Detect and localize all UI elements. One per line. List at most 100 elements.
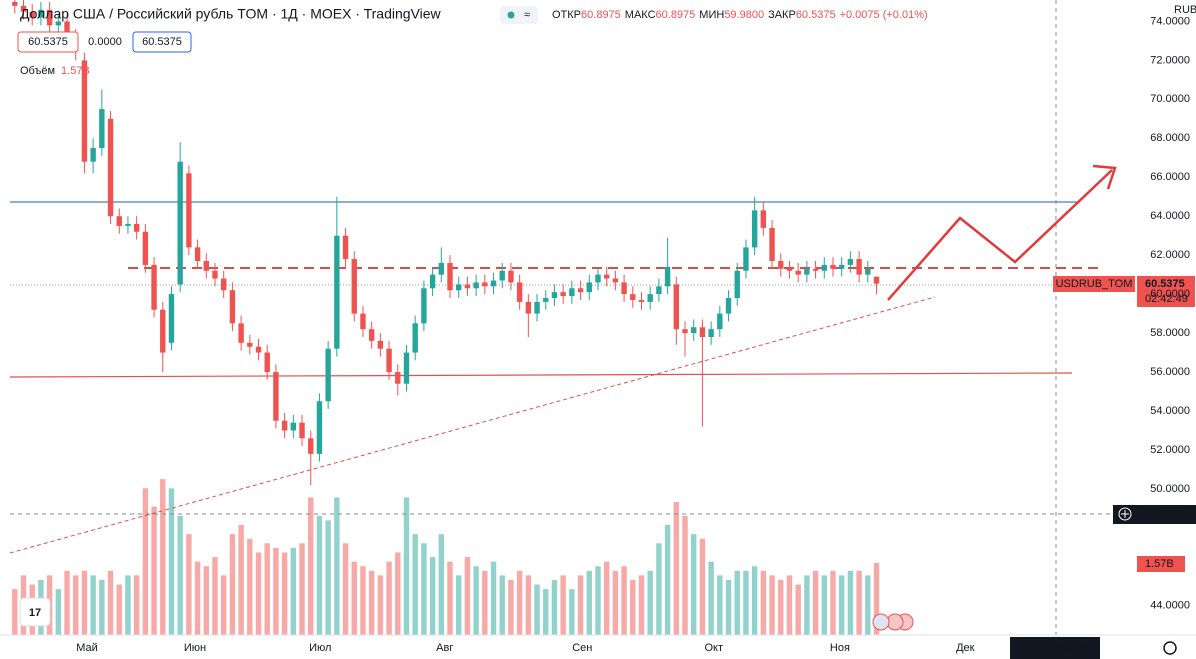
label: ЗАКР xyxy=(768,9,796,21)
volume-tag xyxy=(1137,556,1185,572)
volume-bar xyxy=(90,575,96,635)
candle-body xyxy=(316,401,323,454)
volume-bar xyxy=(725,579,732,635)
volume-bar xyxy=(638,575,645,635)
volume-bar xyxy=(621,566,627,635)
volume-bar xyxy=(238,524,244,635)
candle-body xyxy=(308,438,314,454)
crosshair-date: чт 22 Дек '22 xyxy=(1023,643,1088,655)
candle-body xyxy=(751,210,758,248)
x-tick-label: Сен xyxy=(572,642,592,654)
y-tick-label: 60.0000 xyxy=(1150,288,1190,300)
candle-body xyxy=(334,235,340,349)
candle-body xyxy=(38,9,44,18)
volume-bar xyxy=(220,575,227,635)
y-tick-label: 70.0000 xyxy=(1150,93,1190,105)
candle-body xyxy=(160,309,166,353)
x-tick-label: Окт xyxy=(704,642,723,654)
volume-bar xyxy=(482,570,488,635)
candle-body xyxy=(534,301,540,314)
candle-body xyxy=(125,224,131,226)
candle-body xyxy=(351,259,357,314)
volume-bar xyxy=(264,543,270,635)
volume-bar xyxy=(577,575,584,635)
volume-bar xyxy=(73,575,79,635)
candle-body xyxy=(560,292,566,297)
candle-body xyxy=(142,231,149,265)
ask-box[interactable] xyxy=(132,31,192,53)
candle-body xyxy=(325,348,331,402)
candle-body xyxy=(360,313,366,330)
candle-body xyxy=(151,264,157,310)
event-icons[interactable] xyxy=(872,613,914,631)
candle-body xyxy=(55,21,62,26)
label: МАКС xyxy=(625,9,656,21)
volume-bar xyxy=(299,543,305,635)
candle-body xyxy=(194,247,201,262)
candle-body xyxy=(482,282,488,287)
candle-body xyxy=(830,264,836,269)
volume-bar xyxy=(586,570,592,635)
y-tick-label: 74.0000 xyxy=(1150,15,1190,27)
candle-body xyxy=(691,327,697,334)
plus-icon[interactable] xyxy=(1118,507,1132,521)
volume-value: 1.57B xyxy=(1145,558,1174,570)
trend-line xyxy=(9,296,936,554)
price-tag xyxy=(1137,276,1195,307)
label: Объём xyxy=(20,65,55,77)
event-icon[interactable] xyxy=(872,613,890,631)
x-tick-label: Авг xyxy=(436,642,453,654)
candle-body xyxy=(586,282,592,293)
candle-body xyxy=(377,340,384,349)
volume-bar xyxy=(429,557,436,635)
settings-icon[interactable] xyxy=(1163,641,1177,655)
candle-body xyxy=(29,11,35,18)
spread: 0.0000 xyxy=(88,36,122,48)
candle-body xyxy=(238,323,244,343)
candle-body xyxy=(255,346,262,353)
volume-bar xyxy=(325,520,331,635)
volume-bar xyxy=(308,497,314,635)
change: +0.0075 (+0.01%) xyxy=(840,9,928,21)
volume-bar xyxy=(212,557,218,635)
candle-body xyxy=(473,282,479,289)
volume-bar xyxy=(386,561,392,635)
candle-body xyxy=(725,298,732,314)
candle-body xyxy=(490,280,497,287)
volume-bar xyxy=(516,570,523,635)
volume-bar xyxy=(281,552,288,635)
volume-bar xyxy=(438,534,444,635)
volume-layer xyxy=(12,479,880,635)
volume-bar xyxy=(603,561,610,635)
tv-logo[interactable] xyxy=(19,597,51,627)
volume-bar xyxy=(699,538,706,635)
volume-bar xyxy=(456,575,462,635)
candle-body xyxy=(203,261,209,271)
candle-body xyxy=(386,348,392,373)
candle-body xyxy=(569,288,575,297)
candle-body xyxy=(290,422,297,431)
volume-bar xyxy=(107,570,114,635)
candle-body xyxy=(133,224,140,232)
candle-body xyxy=(403,352,410,384)
volume-bar xyxy=(534,584,540,635)
arrow-head xyxy=(1092,164,1117,190)
candle-body xyxy=(220,278,227,291)
candle-body xyxy=(342,235,349,260)
candle-body xyxy=(421,288,427,324)
volume-bar xyxy=(142,488,149,635)
countdown: 02:42:49 xyxy=(1145,293,1188,305)
volume-bar xyxy=(786,575,793,635)
candle-body xyxy=(299,422,305,439)
currency[interactable]: RUB xyxy=(1174,4,1196,16)
volume-bar xyxy=(473,566,479,635)
volume-bar xyxy=(421,543,427,635)
ohlc-legend: ОТКР60.8975 МАКС60.8975 МИН59.9800 ЗАКР60.5… xyxy=(552,9,928,21)
volume-bar xyxy=(778,579,784,635)
bid-box[interactable] xyxy=(17,31,79,53)
volume-bar xyxy=(186,534,192,635)
volume-bar xyxy=(447,561,453,635)
volume-bar xyxy=(273,547,279,635)
y-tick-label: 72.0000 xyxy=(1150,54,1190,66)
